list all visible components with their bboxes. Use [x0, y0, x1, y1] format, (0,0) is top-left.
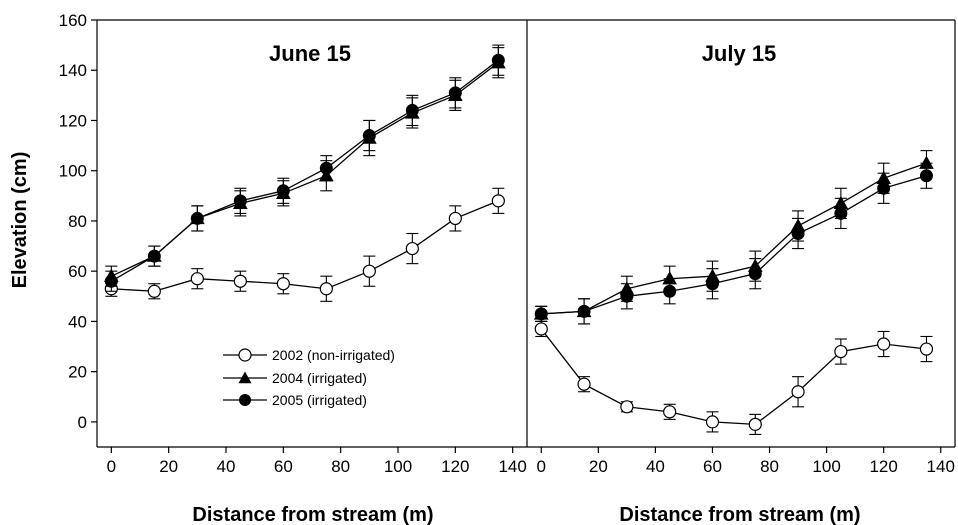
x-tick-label: 80 — [331, 457, 350, 476]
series-line — [540, 328, 927, 426]
data-point-open-circle — [534, 322, 548, 336]
x-axis-title-left: Distance from stream (m) — [192, 504, 433, 525]
data-point-filled-circle — [919, 169, 933, 183]
data-point-open-circle — [705, 415, 720, 429]
legend-label: 2005 (irrigated) — [272, 392, 367, 408]
data-point-filled-circle — [190, 211, 204, 225]
data-point-filled-circle — [147, 249, 161, 263]
y-tick-label: 80 — [68, 212, 87, 231]
panel-title: June 15 — [269, 41, 351, 66]
series-line — [111, 62, 499, 277]
data-point-filled-circle — [276, 184, 290, 198]
y-tick-label: 40 — [68, 312, 87, 331]
data-point-open-circle — [919, 342, 934, 356]
x-tick-label: 120 — [441, 457, 469, 476]
data-point-open-circle — [834, 344, 848, 359]
y-tick-label: 100 — [59, 162, 87, 181]
y-axis-title: Elevation (cm) — [9, 152, 31, 289]
legend-label: 2004 (irrigated) — [272, 370, 367, 386]
x-tick-label: 80 — [760, 457, 779, 476]
data-point-filled-circle — [405, 103, 419, 117]
data-point-open-circle — [620, 400, 634, 414]
x-tick-label: 40 — [217, 457, 236, 476]
x-tick-label: 120 — [869, 457, 897, 476]
y-tick-label: 120 — [59, 111, 87, 130]
y-tick-label: 140 — [59, 61, 87, 80]
data-point-open-circle — [319, 282, 333, 296]
y-tick-label: 0 — [78, 413, 87, 432]
x-tick-label: 60 — [274, 457, 293, 476]
data-point-filled-circle — [534, 307, 548, 321]
data-point-open-circle — [491, 194, 505, 208]
data-point-filled-circle — [877, 181, 891, 195]
data-point-filled-circle — [448, 86, 462, 100]
y-tick-label: 60 — [68, 262, 87, 281]
x-axis-title-right: Distance from stream (m) — [619, 504, 860, 525]
data-point-open-circle — [448, 211, 462, 226]
y-tick-label: 160 — [59, 11, 87, 30]
x-tick-label: 40 — [646, 457, 665, 476]
series-line — [541, 162, 927, 315]
x-tick-label: 0 — [537, 457, 546, 476]
data-point-open-circle — [577, 377, 591, 391]
data-point-filled-circle — [705, 277, 719, 291]
data-point-filled-circle — [663, 284, 677, 298]
series-line — [541, 175, 927, 315]
data-point-filled-circle — [791, 227, 805, 240]
data-point-open-circle — [877, 337, 891, 351]
series-line — [111, 59, 499, 282]
data-point-filled-circle — [748, 267, 762, 281]
data-point-filled-circle — [620, 289, 634, 303]
data-point-open-circle — [147, 284, 161, 298]
data-point-open-circle — [791, 385, 805, 399]
x-tick-label: 0 — [107, 457, 116, 476]
legend-marker-filled-circle — [239, 394, 251, 406]
x-tick-label: 20 — [159, 457, 178, 476]
data-point-filled-circle — [362, 129, 376, 143]
x-tick-label: 100 — [812, 457, 840, 476]
data-point-open-circle — [748, 417, 762, 431]
data-point-filled-circle — [319, 161, 333, 175]
data-point-filled-circle — [834, 206, 848, 220]
legend-marker-filled-triangle — [238, 371, 252, 384]
y-tick-label: 20 — [68, 363, 87, 382]
data-point-open-circle — [190, 272, 204, 286]
legend-label: 2002 (non-irrigated) — [272, 347, 395, 363]
data-point-open-circle — [405, 241, 419, 256]
data-point-filled-circle — [233, 194, 247, 208]
legend-marker-open-circle — [238, 348, 252, 362]
x-tick-label: 100 — [384, 457, 412, 476]
x-tick-label: 140 — [498, 457, 526, 476]
series-line — [111, 200, 499, 292]
x-tick-label: 20 — [589, 457, 608, 476]
x-tick-label: 140 — [927, 457, 955, 476]
data-point-filled-circle — [577, 304, 591, 318]
data-point-open-circle — [362, 264, 376, 278]
data-point-filled-circle — [104, 274, 118, 288]
x-tick-label: 60 — [703, 457, 722, 476]
data-point-filled-circle — [491, 53, 505, 67]
panel-title: July 15 — [702, 41, 777, 66]
data-point-open-circle — [276, 277, 290, 291]
data-point-open-circle — [663, 405, 677, 419]
data-point-open-circle — [233, 274, 247, 288]
